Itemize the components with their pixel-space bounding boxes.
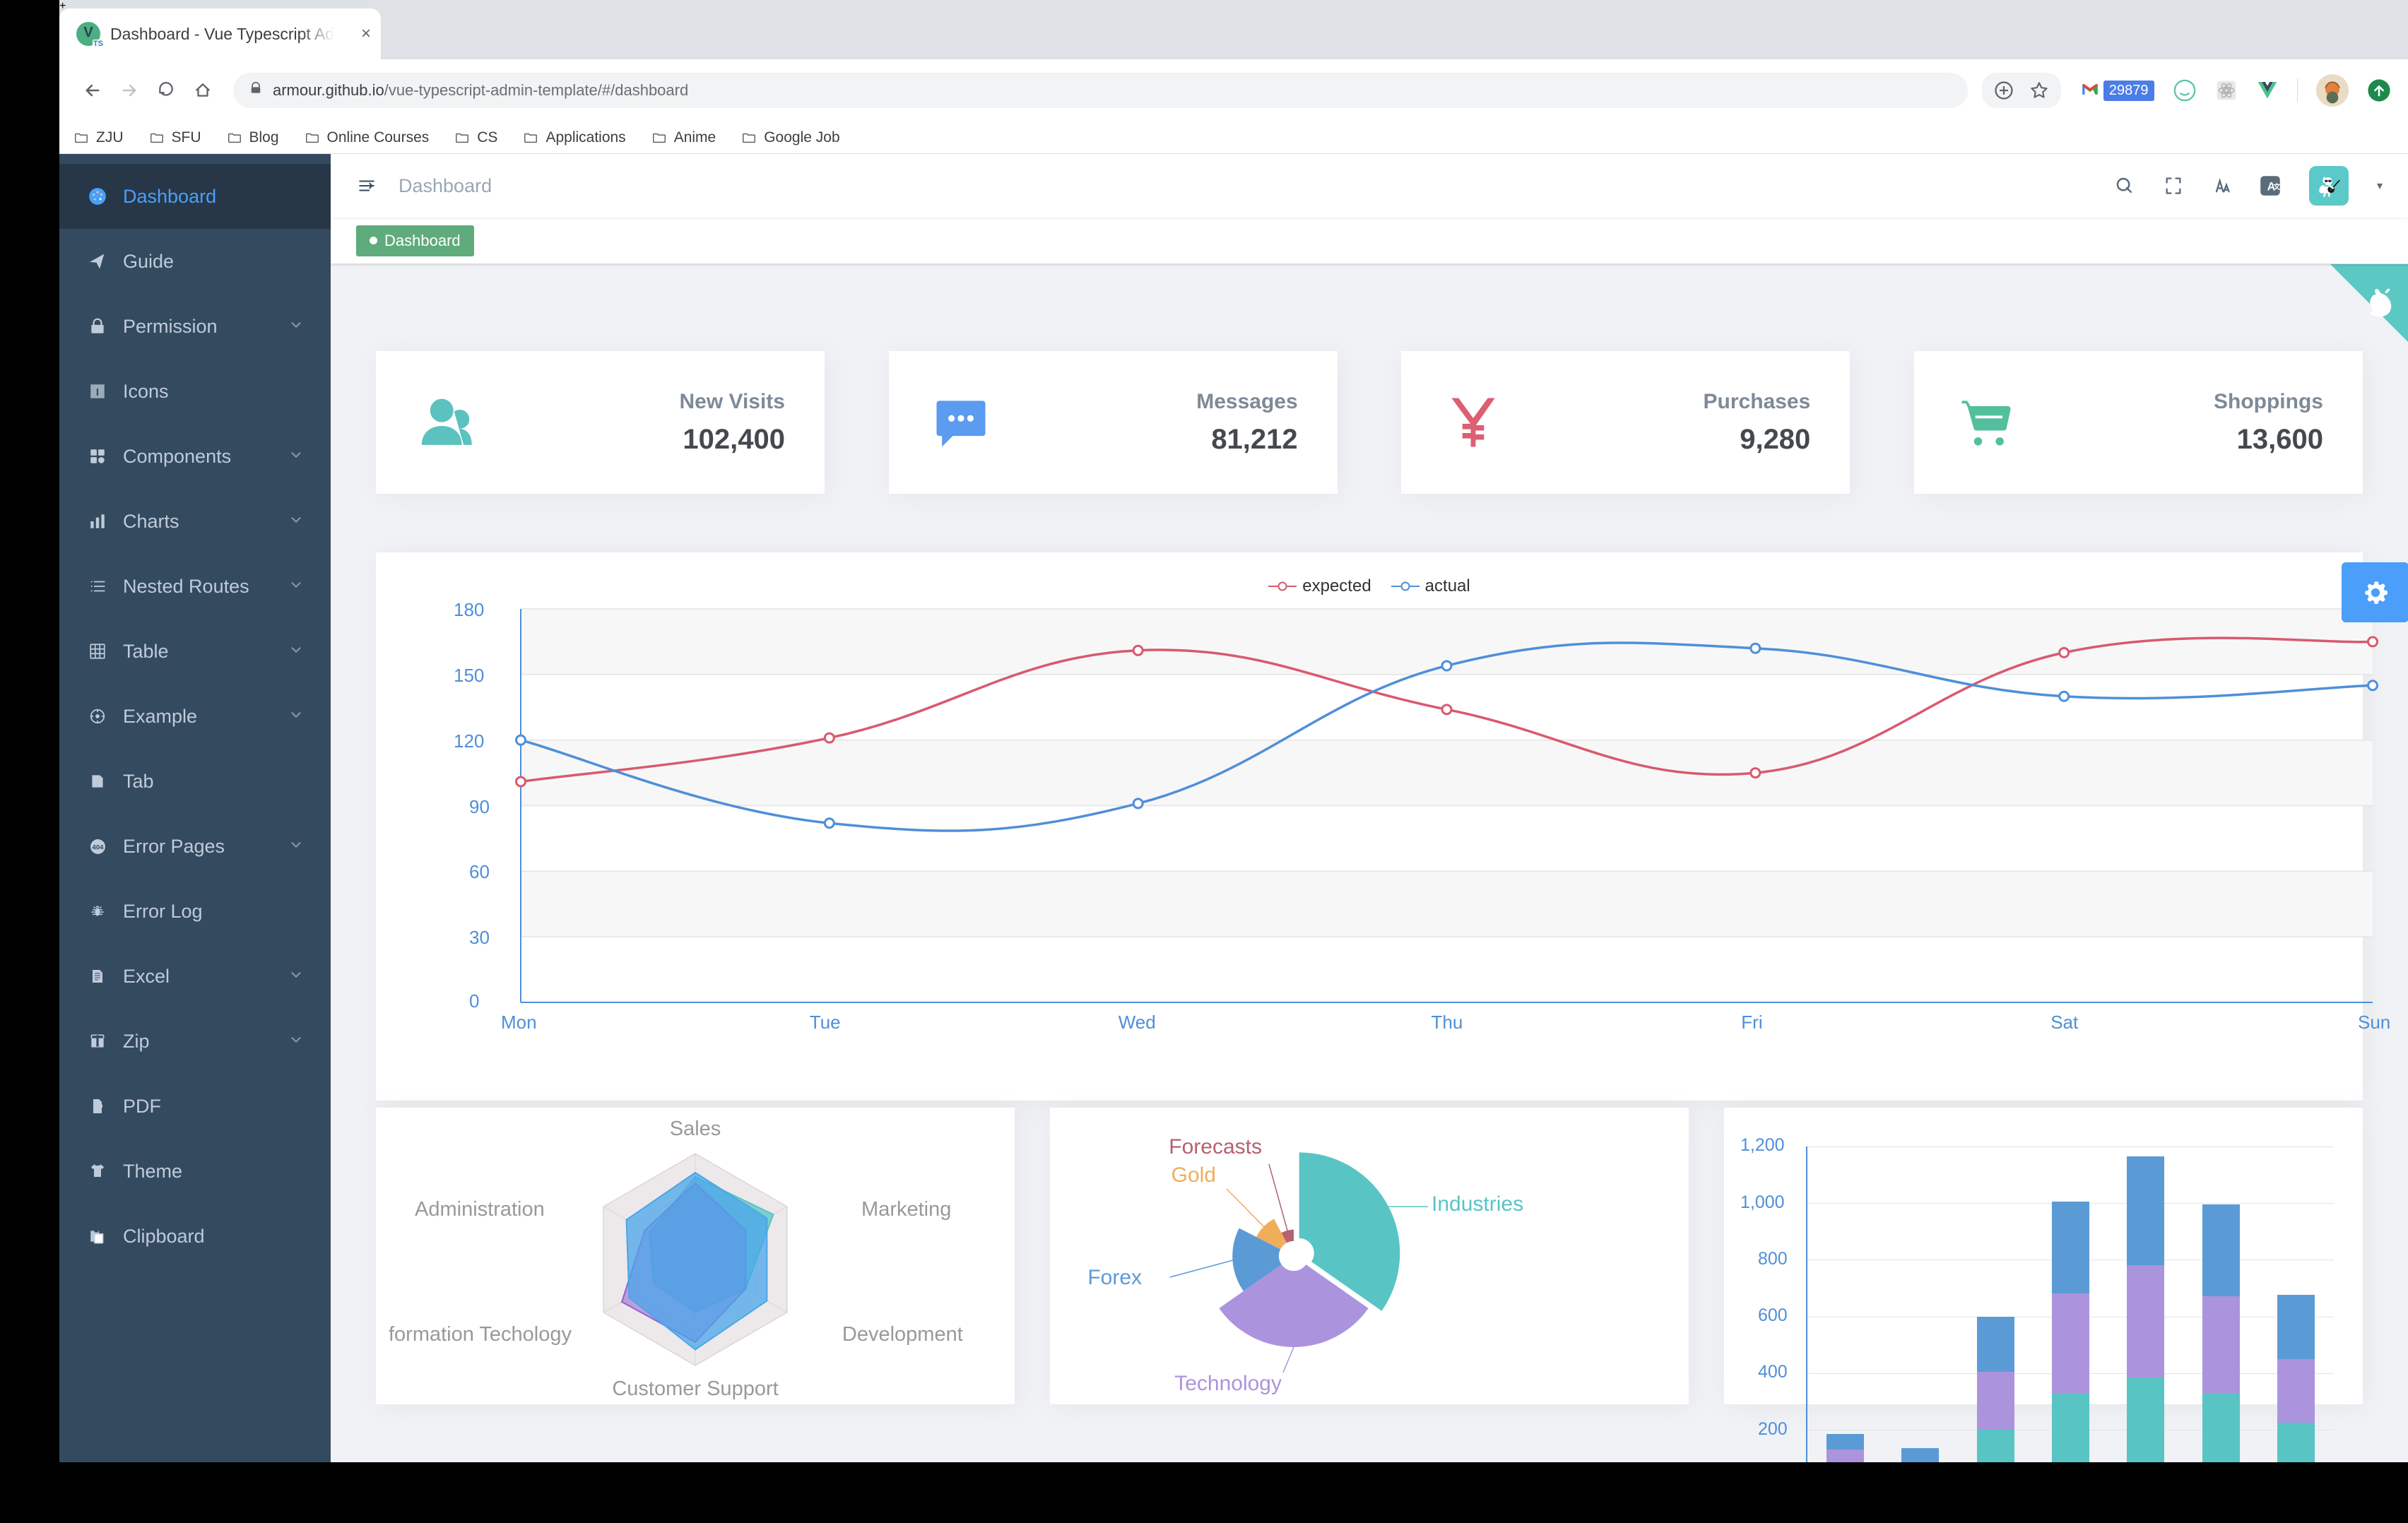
svg-text:I: I <box>96 386 99 398</box>
svg-text:Technology: Technology <box>1174 1372 1282 1395</box>
svg-text:Forecasts: Forecasts <box>1169 1135 1262 1158</box>
svg-text:Forex: Forex <box>1087 1266 1142 1289</box>
svg-text:404: 404 <box>92 843 104 851</box>
svg-text:PDF: PDF <box>94 1106 102 1110</box>
svg-text:Industries: Industries <box>1432 1192 1523 1216</box>
svg-text:Gold: Gold <box>1171 1163 1216 1187</box>
svg-text:文: 文 <box>2273 182 2281 191</box>
